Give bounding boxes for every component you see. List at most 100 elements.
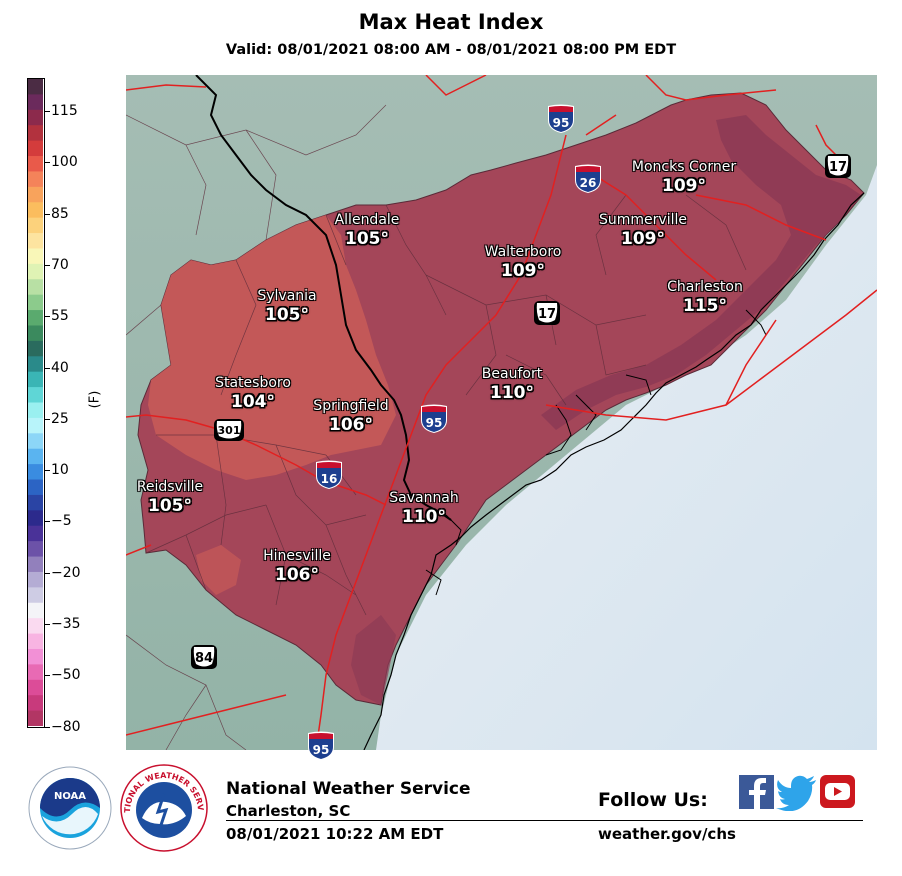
map-title: Max Heat Index (358, 10, 544, 34)
color-scale-band (28, 664, 43, 681)
color-scale-band (28, 510, 43, 527)
color-scale-band (28, 618, 43, 635)
color-scale-band (28, 541, 43, 558)
color-scale-band (28, 79, 43, 95)
svg-text:17: 17 (829, 160, 847, 175)
color-scale-band (28, 186, 43, 203)
color-scale-tick-label: −20 (51, 564, 81, 581)
coastline (363, 192, 865, 750)
color-scale-band (28, 140, 43, 157)
color-scale-band (28, 156, 43, 173)
color-scale-band (28, 633, 43, 650)
color-scale-band (28, 109, 43, 126)
color-scale-tick-label: 70 (51, 256, 69, 273)
heat-zone-115 (541, 115, 861, 430)
valid-time: Valid: 08/01/2021 08:00 AM - 08/01/2021 … (225, 42, 677, 58)
color-scale-band (28, 171, 43, 188)
office-location: Charleston, SC (226, 802, 351, 820)
color-scale-band (28, 325, 43, 342)
color-scale-band (28, 464, 43, 481)
svg-text:95: 95 (313, 743, 330, 757)
color-scale-band (28, 248, 43, 265)
heat-zone-115-south (351, 615, 396, 705)
color-scale-tick (45, 213, 50, 215)
noaa-logo: NOAA (28, 766, 112, 850)
color-scale-tick-label: 55 (51, 308, 69, 325)
color-scale-bar (27, 78, 45, 728)
color-scale-band (28, 217, 43, 234)
interstate-shield-95-south: 95 (308, 731, 334, 760)
color-scale-tick (45, 521, 50, 523)
heat-index-map (126, 75, 877, 750)
color-scale-band (28, 294, 43, 311)
footer-divider (226, 820, 863, 821)
color-scale-tick-label: 100 (51, 154, 78, 171)
color-scale-band (28, 494, 43, 511)
svg-text:17: 17 (538, 307, 556, 322)
color-scale-unit: (F) (87, 390, 103, 409)
color-scale-tick-label: 40 (51, 359, 69, 376)
color-scale-band (28, 310, 43, 327)
color-scale-band (28, 571, 43, 588)
color-scale-tick (45, 675, 50, 677)
color-scale-band (28, 233, 43, 250)
color-scale-band (28, 387, 43, 404)
color-scale-tick (45, 162, 50, 164)
us-route-shield-17-south: 17 (534, 301, 560, 325)
us-route-shield-84: 84 (191, 645, 217, 669)
color-scale-tick-label: −5 (51, 513, 72, 530)
color-scale-band (28, 417, 43, 434)
state-border (195, 75, 452, 521)
color-scale-tick-label: 25 (51, 410, 69, 427)
nws-logo: NATIONAL WEATHER SERVICE (120, 764, 208, 852)
color-scale-band (28, 695, 43, 712)
color-scale-band (28, 587, 43, 604)
us-route-shield-301: 301 (214, 419, 244, 441)
color-scale-tick (45, 264, 50, 266)
color-scale-band (28, 556, 43, 573)
color-scale-tick (45, 367, 50, 369)
color-scale-band (28, 356, 43, 373)
color-scale-band (28, 263, 43, 280)
interstate-shield-95-mid: 95 (421, 404, 447, 433)
svg-text:301: 301 (218, 424, 241, 437)
color-scale-band (28, 448, 43, 465)
svg-text:95: 95 (426, 416, 443, 430)
svg-text:84: 84 (195, 651, 213, 666)
color-scale-band (28, 94, 43, 111)
issued-time: 08/01/2021 10:22 AM EDT (226, 825, 444, 843)
org-name: National Weather Service (226, 779, 471, 799)
website-link[interactable]: weather.gov/chs (598, 825, 736, 843)
color-scale-tick-label: −35 (51, 616, 81, 632)
color-scale-tick (45, 470, 50, 472)
interstate-shield-16: 16 (316, 460, 342, 489)
svg-text:NOAA: NOAA (54, 791, 86, 802)
interstate-shield-26: 26 (575, 164, 601, 193)
color-scale-band (28, 402, 43, 419)
ocean (376, 165, 877, 750)
coastal-inlets (425, 309, 767, 596)
color-scale-band (28, 525, 43, 542)
follow-us-label: Follow Us: (598, 789, 708, 811)
color-scale-tick (45, 624, 50, 625)
color-scale-band (28, 679, 43, 696)
facebook-icon[interactable] (739, 775, 774, 809)
color-scale-tick-label: 10 (51, 462, 69, 479)
us-route-shield-17-north: 17 (825, 154, 851, 178)
color-scale-band (28, 710, 43, 726)
interstate-shield-95-north: 95 (548, 104, 574, 133)
color-scale-band (28, 340, 43, 357)
color-scale-band (28, 279, 43, 296)
svg-text:95: 95 (553, 116, 570, 130)
twitter-icon[interactable] (776, 775, 818, 811)
color-scale-tick (45, 418, 50, 420)
color-scale-tick-label: 85 (51, 205, 69, 222)
youtube-icon[interactable] (820, 775, 855, 808)
color-scale-tick-label: −80 (51, 718, 81, 735)
svg-text:16: 16 (321, 472, 338, 486)
color-scale-band (28, 602, 43, 619)
color-scale-tick-label: −50 (51, 667, 81, 684)
color-scale-band (28, 479, 43, 496)
color-scale-tick (45, 572, 50, 574)
color-scale-gradient (28, 79, 43, 726)
